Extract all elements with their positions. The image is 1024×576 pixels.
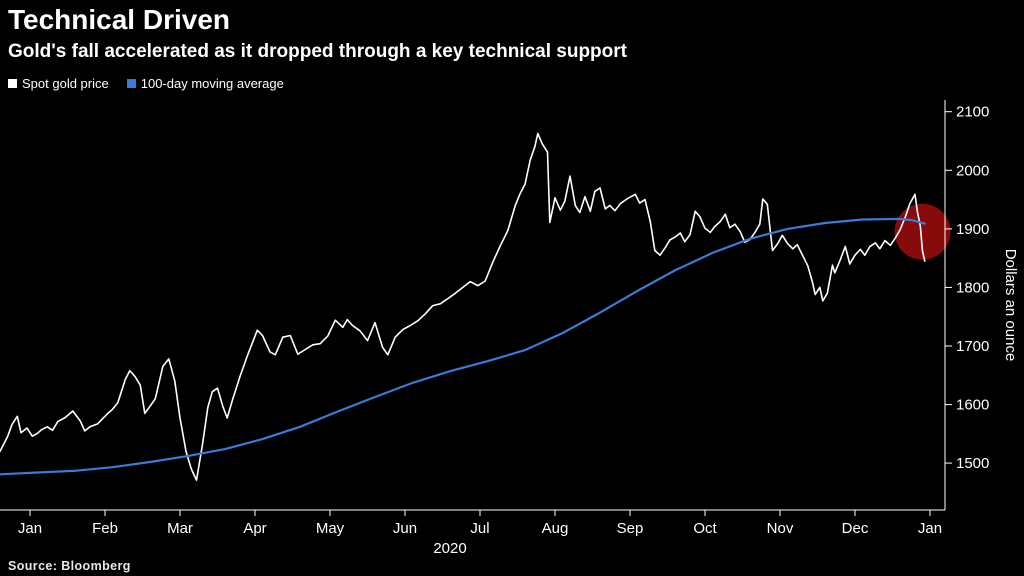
x-axis-tick-label: Jul xyxy=(470,520,489,537)
x-axis-tick-label: May xyxy=(316,520,345,537)
x-axis-tick-label: Dec xyxy=(842,520,869,537)
x-axis-tick-label: Sep xyxy=(617,520,644,537)
chart-title: Technical Driven xyxy=(8,4,231,35)
x-axis-tick-label: Oct xyxy=(693,520,717,537)
chart-subtitle: Gold's fall accelerated as it dropped th… xyxy=(8,40,627,62)
x-axis-tick-label: Jan xyxy=(18,520,42,537)
legend-item-spot-gold: Spot gold price xyxy=(8,76,109,91)
x-axis-year-label: 2020 xyxy=(433,540,466,557)
x-axis-tick-label: Mar xyxy=(167,520,193,537)
y-axis-tick-label: 1900 xyxy=(956,221,989,238)
series-line-spot-gold-price xyxy=(0,132,926,481)
y-axis-tick-label: 1800 xyxy=(956,279,989,296)
x-axis-tick-label: Apr xyxy=(243,520,266,537)
chart-header: Technical Driven Gold's fall accelerated… xyxy=(0,0,635,96)
legend-label-spot-gold: Spot gold price xyxy=(22,75,109,91)
chart-legend: Spot gold price 100-day moving average xyxy=(8,76,627,91)
technical-break-highlight xyxy=(894,203,951,260)
x-axis-tick-label: Jan xyxy=(918,520,942,537)
source-label: Source: Bloomberg xyxy=(8,559,131,573)
series-line-100-day-moving-average xyxy=(0,217,926,476)
legend-label-moving-average: 100-day moving average xyxy=(140,75,284,91)
y-axis-tick-label: 2100 xyxy=(956,104,989,121)
spot-gold-swatch-icon xyxy=(8,78,17,88)
y-axis-tick-label: 1500 xyxy=(956,455,989,472)
moving-average-swatch-icon xyxy=(126,78,136,88)
x-axis-tick-label: Feb xyxy=(92,520,118,537)
x-axis-tick-label: Jun xyxy=(393,520,417,537)
y-axis-tick-label: 1700 xyxy=(956,338,989,355)
legend-item-moving-average: 100-day moving average xyxy=(126,75,284,91)
y-axis-tick-label: 2000 xyxy=(956,162,989,179)
x-axis-tick-label: Aug xyxy=(542,520,569,537)
y-axis-title: Dollars an ounce xyxy=(1002,249,1019,362)
y-axis-tick-label: 1600 xyxy=(956,397,989,414)
x-axis-tick-label: Nov xyxy=(767,520,794,537)
